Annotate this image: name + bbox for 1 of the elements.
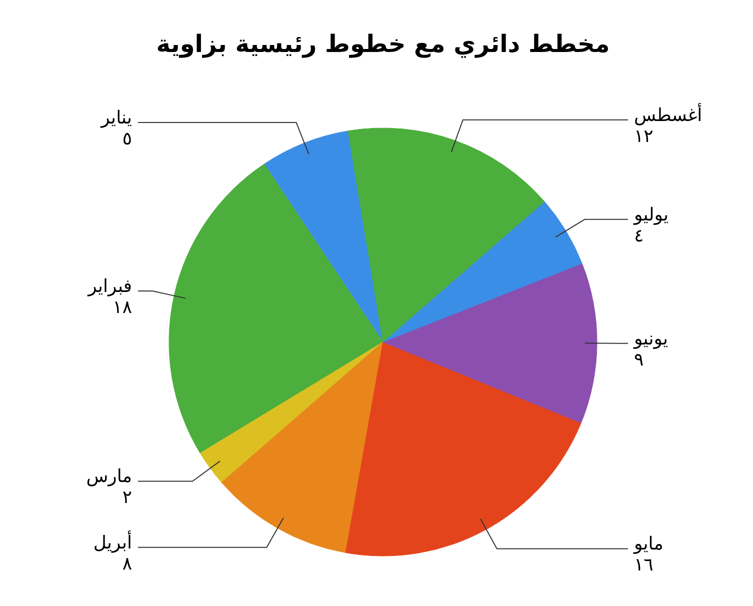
chart-title: مخطط دائري مع خطوط رئيسية بزاوية — [156, 30, 610, 58]
